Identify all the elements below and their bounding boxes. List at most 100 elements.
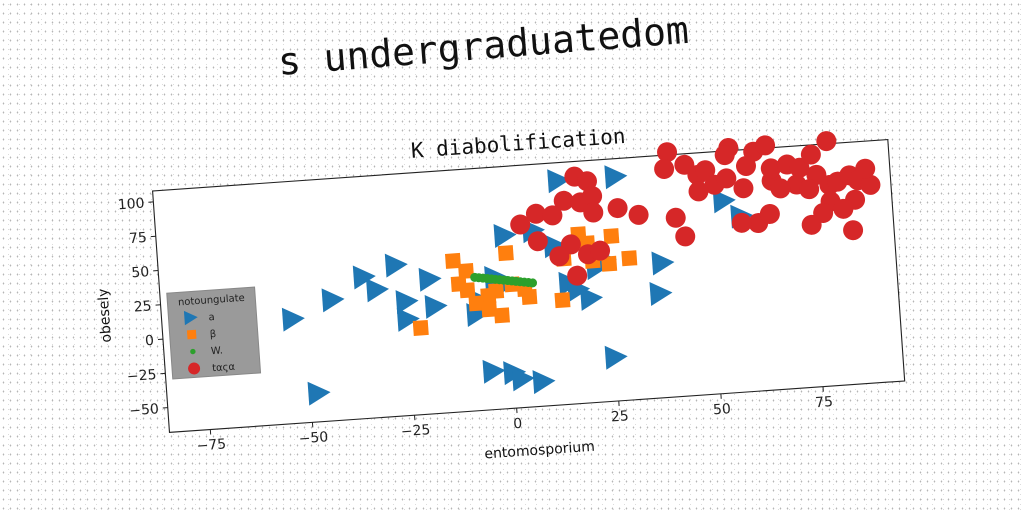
series-0-point-1 [321,288,345,313]
series-1-point-1 [458,263,475,280]
series-3-point-51 [800,144,821,165]
y-tick-label-3: 25 [133,298,152,315]
series-0-point-15 [532,370,556,395]
legend-marker-2 [190,348,196,355]
series-3-point-46 [759,203,780,224]
series-0-point-16 [493,224,517,248]
series-3-point-8 [607,198,628,219]
series-0-point-23 [580,286,604,311]
x-tick-label-1: −50 [298,429,329,447]
series-3-point-25 [716,168,737,189]
series-0-point-5 [395,290,419,315]
legend-marker-1 [186,329,197,340]
series-3-point-53 [843,220,864,241]
series-0-point-18 [543,234,567,259]
series-0-point-31 [307,381,331,406]
legend-items: aβ W. tαςα [183,310,236,375]
series-0-point-6 [396,307,420,332]
series-3-point-30 [789,157,810,178]
series-3-point-48 [665,207,686,228]
legend-marker-0 [183,310,198,326]
series-3-point-18 [654,158,675,179]
x-tick-label-0: −75 [196,436,227,454]
x-tick-label-3: 0 [513,416,523,433]
x-tick-label-6: 75 [815,394,834,411]
series-1-point-6 [468,295,485,312]
series-2-point-14 [528,278,538,288]
chart-title: K diabolification [410,124,626,163]
legend-label-1: β [209,329,216,340]
series-3-point-54 [816,131,837,152]
legend-label-2: W. [211,345,224,357]
series-3-point-20 [695,160,716,181]
series-0-point-28 [649,282,673,306]
series-1-point-8 [497,245,514,262]
series-3-point-26 [733,178,754,199]
series-1-point-0 [445,252,462,269]
series-3-point-14 [567,265,588,286]
series-1-point-19 [621,250,638,267]
y-tick-label-5: −25 [126,367,157,385]
series-3-point-10 [527,231,548,252]
axis-ticks: −75 −50 −25 0 25 50 75 100 75 50 25 0 −25 −50 [117,196,834,455]
series-3-point-44 [801,214,822,235]
series-3-point-5 [525,203,546,224]
series-3-point-9 [510,214,531,235]
y-axis-label: obesely [95,288,115,343]
series-1-point-11 [521,288,538,305]
series-3-point-7 [583,202,604,223]
series-3-point-49 [675,226,696,247]
series-1-point-18 [601,255,618,272]
series-0-point-0 [281,307,305,332]
series-1-point-5 [480,287,497,304]
series-3-point-4 [582,186,603,207]
series-0-point-27 [651,251,675,276]
x-tick-label-2: −25 [400,422,431,440]
series-0-point-7 [418,267,442,292]
series-0-point-19 [547,169,571,194]
legend: notoungulate aβ W. tαςα [166,286,262,380]
series-0-point-8 [424,294,448,319]
legend-box [166,286,262,380]
legend-label-0: a [208,312,215,323]
series-0-point-26 [604,345,628,370]
series-0-point-14 [511,367,535,392]
series-1-point-20 [412,319,429,336]
series-3-point-43 [833,198,854,219]
plot-group: −75 −50 −25 0 25 50 75 100 75 50 25 0 −25 −50 K diabo… [95,124,906,463]
series-0-point-2 [352,265,376,290]
series-3-point-56 [688,181,709,202]
x-axis-label: entomosporium [484,439,596,463]
series-3-point-15 [549,246,570,267]
series-3-point-28 [760,158,781,179]
x-tick-label-5: 50 [713,401,732,418]
series-3-point-39 [860,174,881,195]
x-tick-label-4: 25 [610,408,629,425]
series-3-point-55 [755,135,776,156]
series-3-point-50 [714,145,735,166]
series-3-point-2 [553,190,574,211]
y-tick-label-1: 75 [129,230,148,247]
y-tick-label-4: 0 [145,333,155,350]
series-1-point-3 [459,282,476,299]
legend-title: notoungulate [178,293,245,309]
series-1-point-12 [554,292,571,309]
series-3-point-57 [628,204,649,225]
series-1-point-7 [481,301,498,318]
series-1-point-17 [603,228,620,245]
legend-label-3: tαςα [212,362,236,375]
series-0-point-12 [482,359,506,384]
series-1-point-21 [493,307,510,324]
series-0-point-29 [712,189,736,214]
series-3-point-6 [542,205,563,226]
series-0-point-4 [384,253,408,278]
y-tick-label-6: −50 [129,401,160,419]
data-marks [281,131,881,406]
series-0-point-20 [604,165,628,190]
series-3-point-33 [770,178,791,199]
series-3-point-34 [799,179,820,200]
legend-marker-3 [188,362,201,375]
series-0-point-3 [366,278,390,303]
y-tick-label-2: 50 [131,264,150,281]
